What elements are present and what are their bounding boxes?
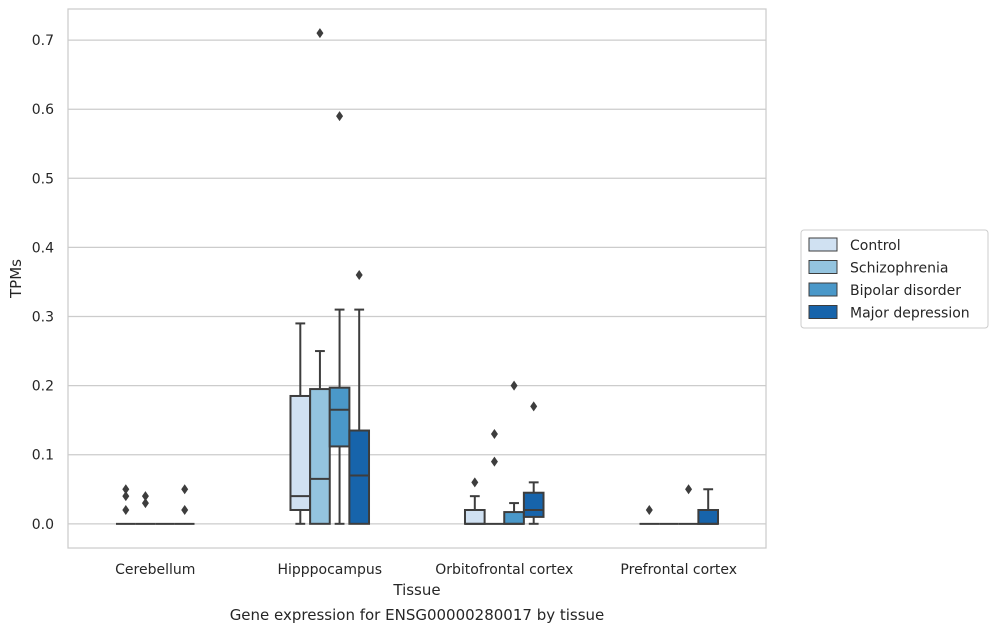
y-axis-label: TPMs [7,259,25,299]
plot-area-frame [67,8,767,549]
x-tick-label: Hipppocampus [277,562,382,578]
box-groups [115,308,720,525]
outlier-point [490,456,498,467]
y-tick-label: 0.4 [32,240,54,256]
outlier-points [122,28,693,515]
legend-label: Major depression [850,306,970,322]
box-rect [697,508,720,525]
y-tick-label: 0.7 [32,33,54,49]
outlier-point [355,270,363,281]
legend-swatch [808,282,838,297]
x-tick-label: Orbitofrontal cortex [435,562,573,578]
gridlines [68,39,766,525]
y-tick-label: 0.5 [32,171,54,187]
box [503,502,525,525]
outlier-point [336,111,344,122]
y-tick-label: 0.2 [32,379,54,395]
y-tick-label: 0.3 [32,310,54,326]
x-tick-label: Prefrontal cortex [620,562,737,578]
outlier-point [141,498,149,509]
legend-label: Control [850,238,901,254]
outlier-point [316,28,324,39]
outlier-point [471,477,479,488]
outlier-point [122,504,130,515]
x-tick-label: Cerebellum [115,562,195,578]
legend-frame [800,229,989,329]
x-axis-label: Tissue [392,581,440,599]
x-tick-labels: Cerebellum Hipppocampus Orbitofrontal cort… [115,562,737,578]
y-tick-label: 0.0 [32,517,54,533]
box-rect [328,386,351,448]
legend-swatch [808,237,838,252]
outlier-point [141,491,149,502]
box-rect [348,429,371,525]
y-tick-label: 0.6 [32,102,54,118]
box-rect [463,508,486,525]
outlier-point [530,401,538,412]
outlier-point [181,504,189,515]
legend-label: Bipolar disorder [850,283,961,299]
y-tick-labels: 0.0 0.1 0.2 0.3 0.4 0.5 0.6 0.7 [32,33,54,533]
box-rect [309,388,331,525]
outlier-point [645,504,653,515]
box-rect [522,491,545,518]
legend: Control Schizophrenia Bipolar disorder Majo… [800,229,989,329]
legend-swatch [808,305,838,319]
y-tick-label: 0.1 [32,448,54,464]
figure-caption: Gene expression for ENSG00000280017 by t… [229,606,605,624]
outlier-point [510,380,518,391]
box [289,322,312,525]
outlier-point [122,491,130,502]
box-rect [289,394,312,511]
box [328,308,351,525]
outlier-point [685,484,693,495]
box [463,495,486,525]
outlier-point [122,484,130,495]
outlier-point [181,484,189,495]
box [697,488,720,525]
legend-label: Schizophrenia [850,261,948,277]
legend-swatch [808,260,838,274]
box [348,308,371,525]
box [309,350,331,525]
outlier-point [490,428,498,439]
box [522,481,545,525]
box-rect [503,511,525,525]
